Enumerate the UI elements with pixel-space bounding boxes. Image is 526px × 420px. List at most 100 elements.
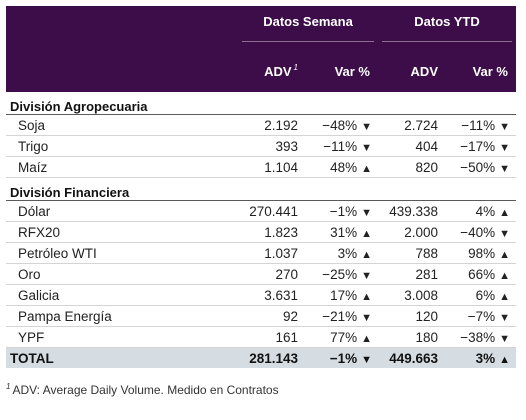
row-adv: 1.037 (238, 242, 306, 264)
row-adv: 92 (238, 305, 306, 327)
table-row: Petróleo WTI 1.037 3% ▲ 788 98% ▲ (6, 242, 516, 264)
row-var-value: −21% (322, 308, 358, 324)
arrow-down-icon: ▼ (361, 141, 372, 154)
row-adv-ytd: 281 (378, 263, 446, 285)
arrow-up-icon: ▲ (499, 269, 510, 282)
row-adv: 1.104 (238, 156, 306, 178)
table-row: YPF 161 77% ▲ 180 −38% ▼ (6, 326, 516, 348)
col-header-adv-ytd: ADV (410, 63, 438, 79)
arrow-up-icon: ▲ (361, 332, 372, 345)
row-var: 17% ▲ (306, 284, 378, 306)
table-row: Galicia 3.631 17% ▲ 3.008 6% ▲ (6, 284, 516, 306)
row-var-ytd-value: −17% (460, 138, 496, 154)
header-spacer (6, 6, 238, 50)
arrow-up-icon: ▲ (499, 248, 510, 261)
arrow-down-icon: ▼ (361, 206, 372, 219)
row-var-ytd-value: 4% (475, 203, 496, 219)
table-row: Oro 270 −25% ▼ 281 66% ▲ (6, 263, 516, 285)
arrow-down-icon: ▼ (499, 227, 510, 240)
row-name: Pampa Energía (6, 305, 238, 327)
row-name: Oro (6, 263, 238, 285)
row-name: YPF (6, 326, 238, 348)
table-row: RFX20 1.823 31% ▲ 2.000 −40% ▼ (6, 221, 516, 243)
total-adv: 281.143 (238, 347, 306, 368)
row-var-value: −48% (322, 117, 358, 133)
volume-table: Datos Semana Datos YTD ADV 1 Var % ADV Va… (6, 6, 516, 368)
row-var: −48% ▼ (306, 114, 378, 136)
row-var-value: 77% (330, 329, 358, 345)
row-var-ytd: 98% ▲ (446, 242, 516, 264)
col-header-adv-footnote-mark: 1 (293, 63, 298, 72)
row-adv: 161 (238, 326, 306, 348)
table-body: División Agropecuaria Soja 2.192 −48% ▼ 2.724… (6, 92, 516, 368)
header-row-groups: Datos Semana Datos YTD (6, 6, 516, 50)
row-adv: 393 (238, 135, 306, 157)
row-adv-ytd: 120 (378, 305, 446, 327)
row-adv-ytd: 404 (378, 135, 446, 157)
row-adv: 1.823 (238, 221, 306, 243)
row-var-ytd: −38% ▼ (446, 326, 516, 348)
row-adv-ytd: 820 (378, 156, 446, 178)
arrow-down-icon: ▼ (499, 120, 510, 133)
arrow-down-icon: ▼ (499, 162, 510, 175)
footnote-text: ADV: Average Daily Volume. Medido en Con… (12, 383, 279, 397)
group-header-ytd-label: Datos YTD (382, 14, 512, 42)
row-var: −11% ▼ (306, 135, 378, 157)
row-var: 3% ▲ (306, 242, 378, 264)
footnote: 1 ADV: Average Daily Volume. Medido en Co… (6, 382, 279, 397)
row-name: RFX20 (6, 221, 238, 243)
total-var-ytd: 3% ▲ (446, 347, 516, 368)
row-var-value: 17% (330, 287, 358, 303)
section-title: División Financiera (6, 177, 516, 201)
row-var-ytd: −40% ▼ (446, 221, 516, 243)
row-adv-ytd: 788 (378, 242, 446, 264)
section-header: División Financiera (6, 177, 516, 201)
total-adv-ytd: 449.663 (378, 347, 446, 368)
total-row: TOTAL 281.143 −1% ▼ 449.663 3% ▲ (6, 347, 516, 368)
row-name: Soja (6, 114, 238, 136)
total-var: −1% ▼ (306, 347, 378, 368)
total-var-ytd-value: 3% (475, 350, 496, 366)
row-var: 77% ▲ (306, 326, 378, 348)
row-var-ytd: −17% ▼ (446, 135, 516, 157)
row-var: −25% ▼ (306, 263, 378, 285)
row-var: −1% ▼ (306, 200, 378, 222)
row-var-ytd-value: 66% (468, 266, 496, 282)
col-header-var: Var % (334, 63, 370, 79)
row-name: Trigo (6, 135, 238, 157)
arrow-down-icon: ▼ (499, 311, 510, 324)
row-var-ytd-value: 6% (475, 287, 496, 303)
col-header-adv-label: ADV (264, 64, 292, 79)
section-title: División Agropecuaria (6, 92, 516, 115)
header-spacer-2 (6, 50, 238, 92)
col-header-adv: ADV 1 (238, 50, 306, 92)
row-var-ytd-value: −50% (460, 159, 496, 175)
arrow-up-icon: ▲ (361, 162, 372, 175)
section-header: División Agropecuaria (6, 92, 516, 115)
arrow-down-icon: ▼ (499, 141, 510, 154)
row-var-ytd-value: −40% (460, 224, 496, 240)
header-row-columns: ADV 1 Var % ADV Var % (6, 50, 516, 92)
row-var-value: −11% (323, 138, 358, 154)
row-var: −21% ▼ (306, 305, 378, 327)
arrow-down-icon: ▼ (361, 269, 372, 282)
total-name: TOTAL (6, 347, 238, 368)
group-header-ytd: Datos YTD (378, 6, 516, 50)
row-name: Petróleo WTI (6, 242, 238, 264)
table-row: Soja 2.192 −48% ▼ 2.724 −11% ▼ (6, 114, 516, 136)
table-row: Pampa Energía 92 −21% ▼ 120 −7% ▼ (6, 305, 516, 327)
row-var-ytd: −7% ▼ (446, 305, 516, 327)
group-header-semana: Datos Semana (238, 6, 378, 50)
row-adv: 270 (238, 263, 306, 285)
arrow-down-icon: ▼ (499, 332, 510, 345)
row-var-ytd: 4% ▲ (446, 200, 516, 222)
row-adv-ytd: 2.000 (378, 221, 446, 243)
col-header-var-ytd: Var % (472, 63, 508, 79)
arrow-down-icon: ▼ (361, 311, 372, 324)
table-row: Dólar 270.441 −1% ▼ 439.338 4% ▲ (6, 200, 516, 222)
row-var-ytd-value: −7% (467, 308, 496, 324)
arrow-up-icon: ▲ (499, 206, 510, 219)
row-name: Galicia (6, 284, 238, 306)
row-var-value: −1% (329, 203, 358, 219)
row-var: 48% ▲ (306, 156, 378, 178)
